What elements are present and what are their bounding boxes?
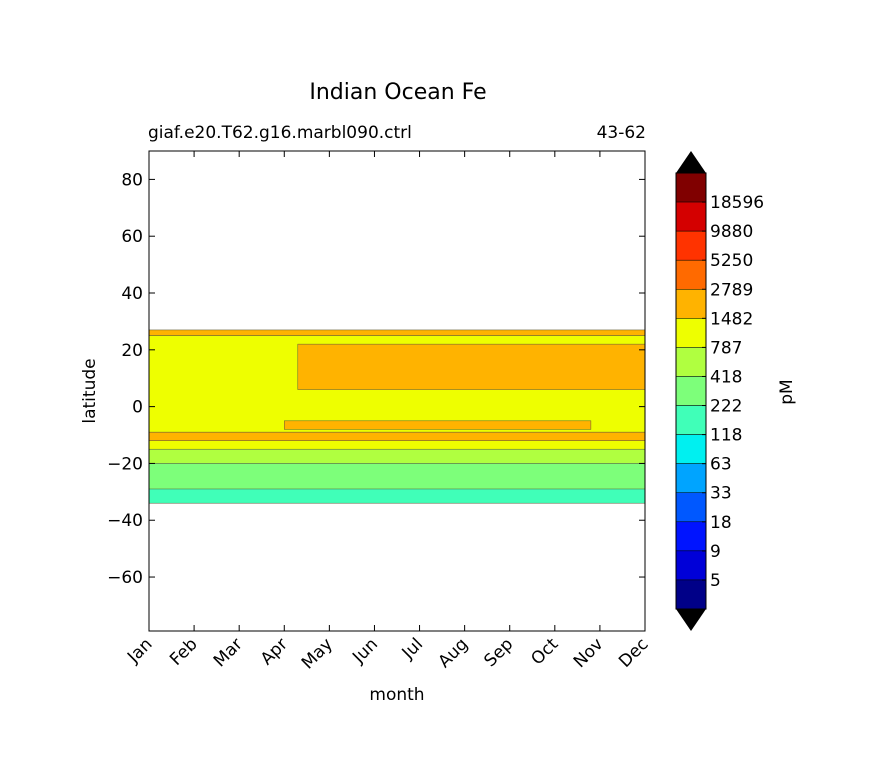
y-tick-label: 40 (121, 284, 143, 304)
contour-band-2 (297, 343, 645, 390)
chart-title: Indian Ocean Fe (309, 80, 486, 105)
colorbar-tick-label: 418 (710, 367, 742, 387)
colorbar-segment (675, 492, 707, 523)
colorbar-segment (675, 463, 707, 493)
y-tick-label: 60 (121, 227, 143, 247)
colorbar-segment (675, 201, 707, 232)
contour-band-8 (149, 488, 645, 504)
colorbar-segment (675, 579, 707, 610)
plot-frame (148, 150, 646, 632)
contour-band-4 (149, 431, 645, 441)
colorbar-tick-label: 1482 (710, 309, 753, 329)
x-tick-label: May (298, 634, 337, 673)
y-tick-label: 20 (121, 341, 143, 361)
colorbar-tick-label: 9880 (710, 222, 753, 242)
x-tick-label: Aug (435, 634, 473, 672)
colorbar-tick-label: 222 (710, 397, 742, 417)
colorbar-frame (675, 172, 707, 610)
chart-subtitle-right: 43-62 (597, 123, 646, 143)
x-tick-label: Dec (615, 634, 652, 671)
colorbar-segment (675, 318, 707, 348)
contour-band-3 (284, 420, 592, 430)
x-tick-label: Sep (480, 634, 517, 671)
colorbar-tick-label: 63 (710, 455, 732, 475)
colorbar-segment (675, 230, 707, 261)
y-tick-label: 80 (121, 170, 143, 190)
colorbar-segment (675, 521, 707, 552)
x-tick-label: Feb (166, 634, 201, 669)
colorbar-segment (675, 405, 707, 435)
y-axis: 80 60 40 20 0 −20 −40 −60 (107, 170, 645, 588)
colorbar-segment (675, 172, 707, 203)
y-tick-label: −60 (107, 568, 143, 588)
colorbar-tick-label: 18 (710, 513, 732, 533)
colorbar-tick-label: 5 (710, 571, 721, 591)
contour-bands (149, 329, 645, 504)
colorbar-segment (675, 434, 707, 464)
colorbar-segment (675, 376, 707, 406)
colorbar-segment (675, 289, 707, 319)
y-tick-label: −40 (107, 511, 143, 531)
y-tick-label: −20 (107, 454, 143, 474)
colorbar-tick-label: 787 (710, 338, 742, 358)
colorbar-tick-label: 5250 (710, 251, 753, 271)
x-tick-label: Jan (123, 634, 156, 667)
contour-band-6 (149, 448, 645, 464)
colorbar-extend-bottom (676, 609, 706, 631)
colorbar-segment (675, 259, 707, 290)
chart-subtitle-left: giaf.e20.T62.g16.marbl090.ctrl (148, 123, 412, 143)
x-tick-label: Apr (257, 634, 292, 669)
colorbar-label: pM (777, 379, 797, 404)
x-tick-label: Jun (348, 634, 382, 668)
y-tick-label: 0 (132, 398, 143, 418)
colorbar-tick-label: 9 (710, 542, 721, 562)
colorbar-extend-top (676, 151, 706, 173)
x-axis-label: month (369, 685, 424, 705)
colorbar-tick-label: 18596 (710, 193, 764, 213)
contour-band-0 (149, 329, 645, 336)
x-tick-label: Nov (570, 634, 608, 672)
colorbar-tick-label: 2789 (710, 280, 753, 300)
x-tick-label: Oct (527, 634, 562, 669)
colorbar-segment (675, 550, 707, 581)
colorbar: 18596 9880 5250 2789 1482 787 418 222 118 63 33 18 9… (675, 151, 764, 631)
plot-area (148, 150, 646, 632)
x-tick-label: Mar (210, 634, 247, 671)
y-axis-label: latitude (80, 358, 100, 423)
colorbar-tick-label: 33 (710, 484, 732, 504)
colorbar-segment (675, 347, 707, 377)
x-tick-label: Jul (398, 634, 427, 663)
colorbar-tick-label: 118 (710, 426, 742, 446)
contour-band-5 (149, 440, 645, 450)
